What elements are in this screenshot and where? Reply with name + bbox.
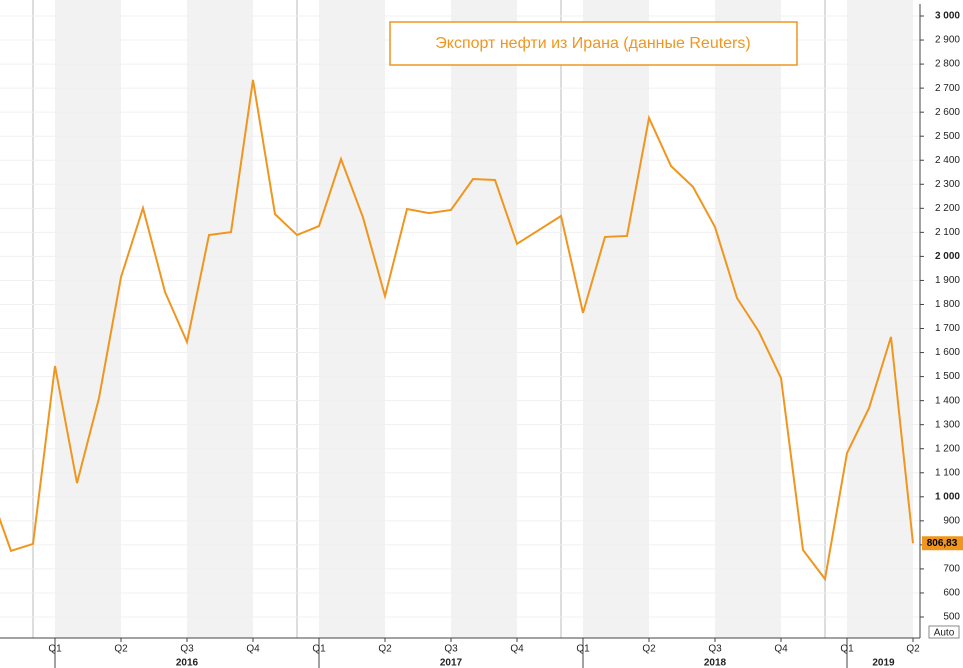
y-tick-label: 1 000: [935, 491, 960, 502]
x-tick-label: Q2: [642, 644, 656, 655]
year-label: 2017: [440, 658, 463, 668]
x-tick-label: Q2: [906, 644, 920, 655]
y-tick-label: 900: [943, 515, 960, 526]
y-tick-label: 1 800: [935, 299, 960, 310]
quarter-band: [55, 0, 121, 638]
quarter-band: [583, 0, 649, 638]
x-tick-label: Q1: [840, 644, 854, 655]
x-tick-label: Q1: [576, 644, 590, 655]
y-tick-label: 1 200: [935, 443, 960, 454]
year-label: 2016: [176, 658, 199, 668]
y-tick-label: 2 200: [935, 203, 960, 214]
y-tick-label: 1 300: [935, 419, 960, 430]
y-tick-label: 2 500: [935, 131, 960, 142]
x-tick-label: Q1: [48, 644, 62, 655]
x-tick-label: Q3: [180, 644, 194, 655]
y-tick-label: 2 700: [935, 83, 960, 94]
y-tick-label: 1 400: [935, 395, 960, 406]
quarter-band: [715, 0, 781, 638]
x-tick-label: Q4: [246, 644, 260, 655]
x-tick-label: Q2: [378, 644, 392, 655]
chart-title: Экспорт нефти из Ирана (данные Reuters): [435, 35, 750, 52]
auto-label[interactable]: Auto: [934, 628, 955, 639]
title-box: [389, 21, 798, 66]
y-tick-label: 1 600: [935, 347, 960, 358]
y-tick-label: 2 600: [935, 107, 960, 118]
y-tick-label: 1 500: [935, 371, 960, 382]
auto-button[interactable]: [928, 625, 960, 639]
x-tick-label: Q4: [774, 644, 788, 655]
y-tick-label: 1 900: [935, 275, 960, 286]
y-tick-label: 2 900: [935, 35, 960, 46]
x-tick-label: Q4: [510, 644, 524, 655]
quarter-band: [847, 0, 913, 638]
y-tick-label: 2 000: [935, 251, 960, 262]
x-tick-label: Q3: [444, 644, 458, 655]
y-tick-label: 600: [943, 588, 960, 599]
series-line: [0, 79, 914, 582]
y-tick-label: 2 100: [935, 227, 960, 238]
y-tick-label: 1 100: [935, 467, 960, 478]
x-tick-label: Q1: [312, 644, 326, 655]
y-tick-label: 2 400: [935, 155, 960, 166]
y-tick-label: 500: [943, 612, 960, 623]
value-label-box: [922, 536, 963, 551]
y-tick-label: 700: [943, 564, 960, 575]
year-label: 2018: [704, 658, 727, 668]
y-tick-label: 1 700: [935, 323, 960, 334]
value-label: 806,83: [927, 538, 958, 549]
quarter-band: [187, 0, 253, 638]
y-tick-label: 3 000: [935, 11, 960, 22]
y-tick-label: 2 300: [935, 179, 960, 190]
quarter-band: [319, 0, 385, 638]
year-label: 2019: [872, 658, 895, 668]
x-tick-label: Q3: [708, 644, 722, 655]
y-tick-label: 2 800: [935, 59, 960, 70]
quarter-band: [451, 0, 517, 638]
x-tick-label: Q2: [114, 644, 128, 655]
